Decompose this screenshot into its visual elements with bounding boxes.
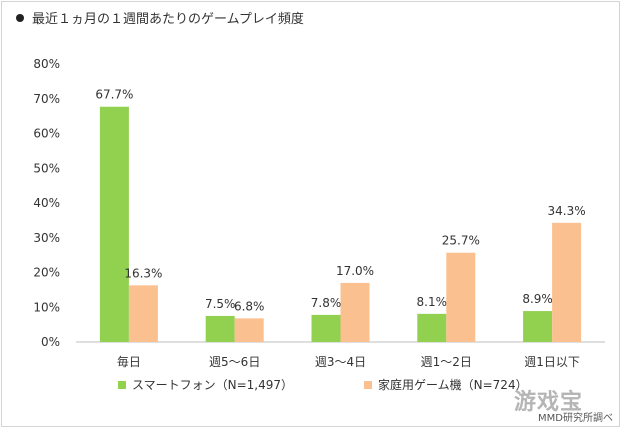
bar-smartphone bbox=[523, 311, 553, 342]
x-category-label: 週5〜6日 bbox=[209, 355, 260, 369]
legend-swatch-smartphone bbox=[118, 380, 126, 389]
y-tick-label: 50% bbox=[33, 161, 60, 175]
bar-console bbox=[340, 282, 370, 342]
bar-smartphone bbox=[311, 314, 341, 342]
legend-label-smartphone: スマートフォン（N=1,497） bbox=[132, 378, 294, 392]
legend: スマートフォン（N=1,497） 家庭用ゲーム機（N=724） bbox=[0, 376, 623, 394]
y-tick-label: 30% bbox=[33, 231, 60, 245]
y-tick-label: 70% bbox=[33, 92, 60, 106]
y-tick-label: 80% bbox=[33, 57, 60, 71]
data-label-smartphone: 7.8% bbox=[311, 296, 342, 310]
y-tick-label: 0% bbox=[41, 335, 60, 349]
bar-console bbox=[128, 285, 158, 342]
data-label-smartphone: 8.9% bbox=[522, 292, 553, 306]
data-label-smartphone: 67.7% bbox=[95, 88, 133, 102]
data-label-console: 6.8% bbox=[234, 299, 265, 313]
data-label-console: 34.3% bbox=[548, 204, 586, 218]
x-category-label: 週1日以下 bbox=[524, 355, 580, 369]
x-category-label: 週3〜4日 bbox=[315, 355, 366, 369]
y-tick-label: 60% bbox=[33, 127, 60, 141]
source-credit: MMD研究所調べ bbox=[538, 413, 613, 424]
bar-console bbox=[234, 318, 264, 342]
legend-swatch-console bbox=[364, 380, 372, 389]
data-label-console: 25.7% bbox=[442, 234, 480, 248]
data-label-smartphone: 8.1% bbox=[417, 295, 448, 309]
bar-console bbox=[446, 252, 476, 342]
bar-console bbox=[552, 222, 582, 342]
data-label-smartphone: 7.5% bbox=[205, 297, 236, 311]
x-category-label: 毎日 bbox=[117, 354, 141, 369]
y-tick-label: 40% bbox=[33, 196, 60, 210]
legend-item-smartphone: スマートフォン（N=1,497） bbox=[118, 376, 293, 393]
bar-smartphone bbox=[417, 313, 447, 342]
legend-item-console: 家庭用ゲーム機（N=724） bbox=[364, 376, 528, 393]
watermark-logo: 游戏宝 bbox=[513, 390, 583, 415]
y-tick-label: 20% bbox=[33, 266, 60, 280]
y-tick-label: 10% bbox=[33, 300, 60, 314]
data-label-console: 17.0% bbox=[336, 264, 374, 278]
bar-smartphone bbox=[205, 315, 235, 342]
data-label-console: 16.3% bbox=[124, 266, 162, 280]
bar-smartphone bbox=[99, 106, 129, 343]
bullet-icon bbox=[16, 13, 24, 22]
legend-label-console: 家庭用ゲーム機（N=724） bbox=[378, 378, 528, 392]
x-category-label: 週1〜2日 bbox=[421, 355, 472, 369]
chart-title: 最近１ヵ月の１週間あたりのゲームプレイ頻度 bbox=[32, 12, 304, 27]
chart-title-row: 最近１ヵ月の１週間あたりのゲームプレイ頻度 bbox=[16, 8, 304, 27]
